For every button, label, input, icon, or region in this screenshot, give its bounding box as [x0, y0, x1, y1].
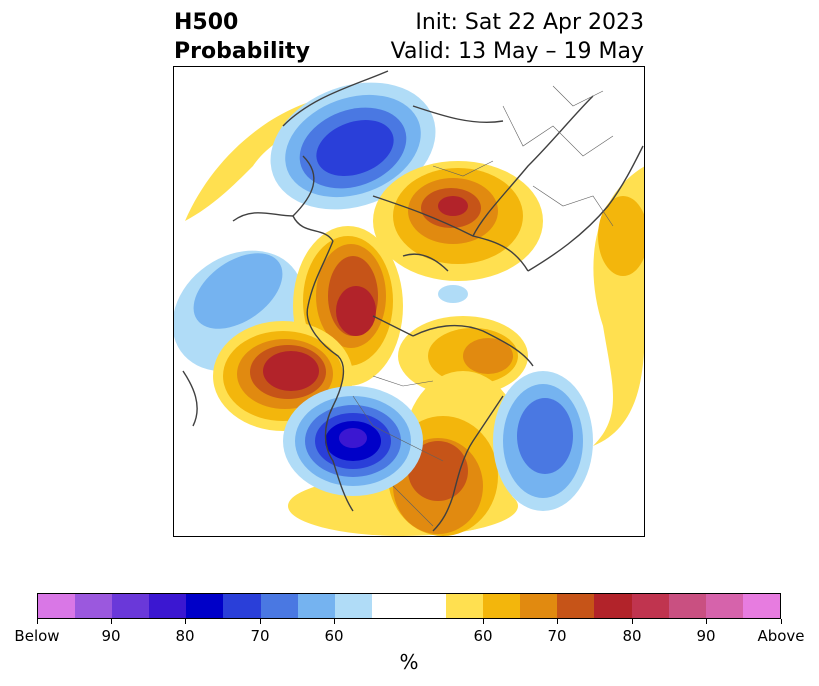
- colorbar-swatch: [446, 594, 484, 618]
- colorbar-swatch: [149, 594, 187, 618]
- anomaly-blue-small: [438, 285, 468, 303]
- colorbar-unit: %: [399, 650, 419, 674]
- anomaly-warm-canada: [398, 316, 528, 396]
- colorbar-tick-label: 70: [250, 627, 270, 645]
- title-line-2: Probability: [174, 39, 310, 64]
- colorbar-tick-label: 70: [547, 627, 567, 645]
- colorbar-swatch: [260, 594, 298, 618]
- colorbar-swatch: [186, 594, 224, 618]
- colorbar-tick-mark: [260, 619, 261, 624]
- colorbar-swatch: [742, 594, 780, 618]
- colorbar-tick-mark: [483, 619, 484, 624]
- country-borders: [352, 85, 614, 527]
- map-title: H500 Probability: [174, 8, 310, 66]
- colorbar-swatch: [112, 594, 150, 618]
- colorbar-tick-mark: [706, 619, 707, 624]
- colorbar-swatch: [557, 594, 595, 618]
- colorbar-swatch: [705, 594, 743, 618]
- colorbar-tick-mark: [37, 619, 38, 624]
- colorbar-tick-label: 60: [473, 627, 493, 645]
- colorbar-tick-label: 60: [324, 627, 344, 645]
- colorbar-tick-label: 80: [622, 627, 642, 645]
- anomaly-warm-siberia: [373, 161, 543, 281]
- colorbar-swatch: [408, 594, 447, 618]
- probability-map: [173, 66, 645, 537]
- colorbar-tick-mark: [334, 619, 335, 624]
- colorbar-swatch: [223, 594, 261, 618]
- anomaly-blue-western-us: [283, 386, 423, 496]
- colorbar-swatch: [668, 594, 706, 618]
- colorbar-tick-label: Below: [14, 627, 60, 645]
- colorbar-swatch: [38, 594, 76, 618]
- colorbar-tick-label: 90: [696, 627, 716, 645]
- colorbar-tick-mark: [632, 619, 633, 624]
- colorbar-swatch: [371, 594, 409, 618]
- colorbar-tick-label: 90: [101, 627, 121, 645]
- colorbar-tick-mark: [781, 619, 782, 624]
- coastlines: [182, 70, 644, 532]
- anomaly-yellow-east: [593, 166, 645, 446]
- colorbar-tick-label: 80: [175, 627, 195, 645]
- colorbar-tick-mark: [557, 619, 558, 624]
- colorbar: [37, 593, 781, 619]
- colorbar-swatch: [75, 594, 113, 618]
- init-valid-label: Init: Sat 22 Apr 2023 Valid: 13 May – 19…: [391, 8, 644, 66]
- colorbar-swatch: [297, 594, 335, 618]
- colorbar-swatch: [594, 594, 632, 618]
- anomaly-blue-atlantic: [493, 371, 593, 511]
- colorbar-tick-mark: [185, 619, 186, 624]
- colorbar-swatch: [631, 594, 669, 618]
- colorbar-tick-mark: [111, 619, 112, 624]
- colorbar-tick-label: Above: [757, 627, 805, 645]
- valid-range: Valid: 13 May – 19 May: [390, 39, 644, 64]
- title-line-1: H500: [174, 10, 239, 35]
- colorbar-swatch: [483, 594, 521, 618]
- colorbar-swatch: [334, 594, 372, 618]
- anomaly-blue-arctic: [270, 82, 436, 210]
- init-date: Init: Sat 22 Apr 2023: [415, 10, 644, 35]
- colorbar-swatch: [520, 594, 558, 618]
